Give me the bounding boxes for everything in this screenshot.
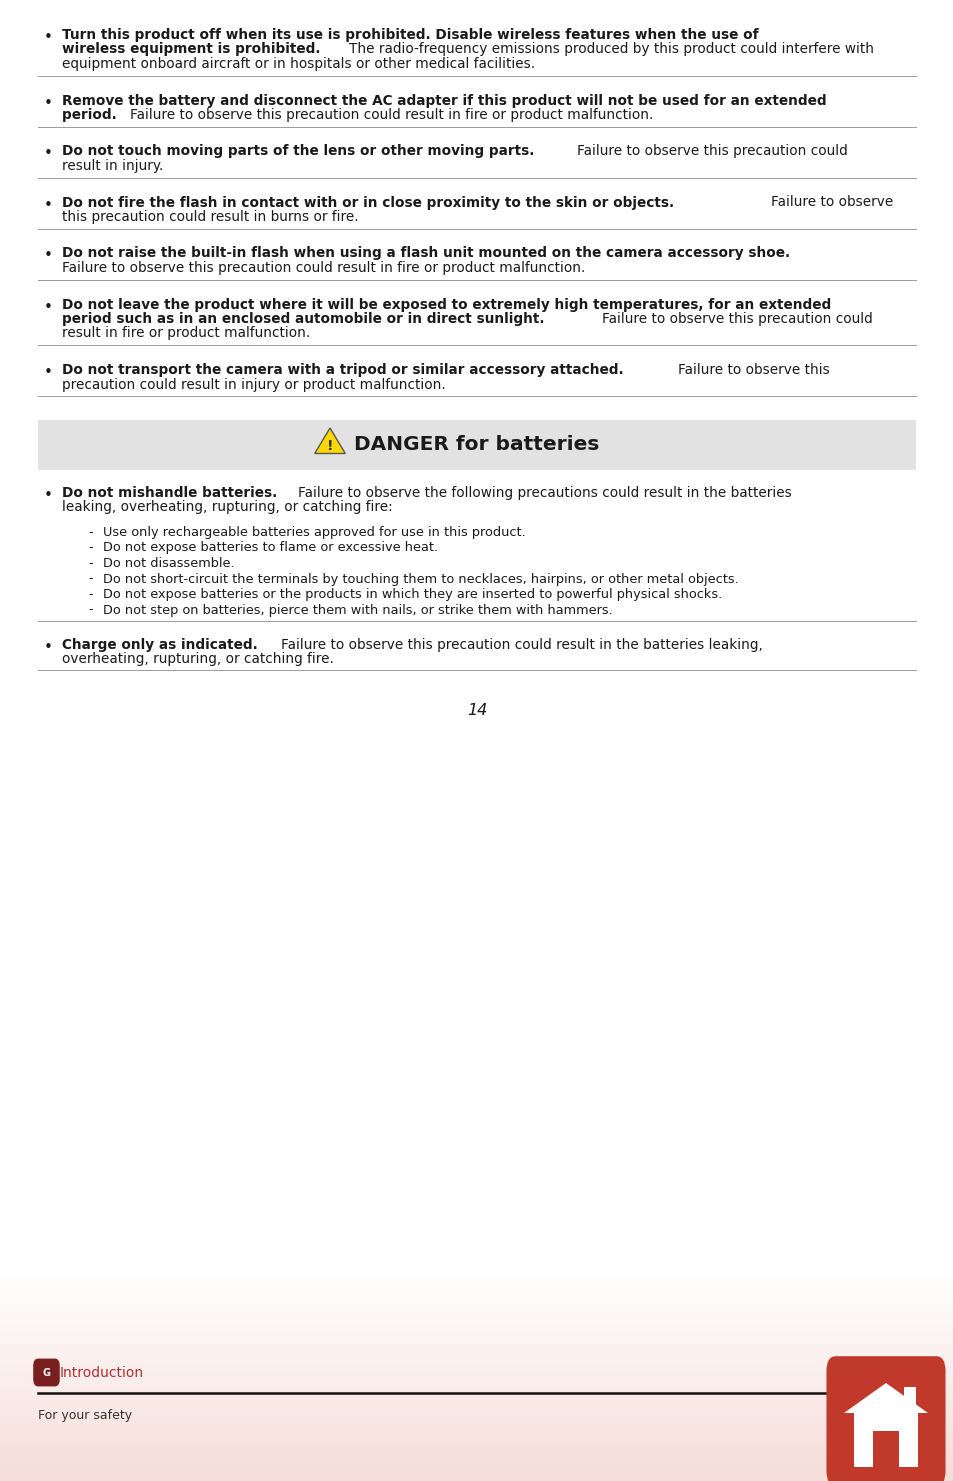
Text: For your safety: For your safety <box>38 1408 132 1422</box>
Text: Do not touch moving parts of the lens or other moving parts.: Do not touch moving parts of the lens or… <box>62 145 538 158</box>
Text: !: ! <box>327 438 333 453</box>
Text: precaution could result in injury or product malfunction.: precaution could result in injury or pro… <box>62 378 450 391</box>
Text: •: • <box>44 197 52 212</box>
Text: Do not step on batteries, pierce them with nails, or strike them with hammers.: Do not step on batteries, pierce them wi… <box>103 603 612 616</box>
Text: Do not leave the product where it will be exposed to extremely high temperatures: Do not leave the product where it will b… <box>62 298 835 311</box>
Text: Failure to observe this precaution could: Failure to observe this precaution could <box>601 312 877 326</box>
Polygon shape <box>843 1383 927 1413</box>
Text: Failure to observe this precaution could result in fire or product malfunction.: Failure to observe this precaution could… <box>62 261 589 275</box>
Text: Turn this product off when its use is prohibited. Disable wireless features when: Turn this product off when its use is pr… <box>62 28 762 41</box>
Text: Do not mishandle batteries.: Do not mishandle batteries. <box>62 486 282 501</box>
Text: Do not transport the camera with a tripod or similar accessory attached.: Do not transport the camera with a tripo… <box>62 363 628 378</box>
Text: -: - <box>88 542 92 554</box>
Text: The radio-frequency emissions produced by this product could interfere with: The radio-frequency emissions produced b… <box>349 43 878 56</box>
Bar <box>872 1431 898 1468</box>
Text: this precaution could result in burns or fire.: this precaution could result in burns or… <box>62 210 363 224</box>
Text: G: G <box>43 1367 51 1377</box>
Text: period such as in an enclosed automobile or in direct sunlight.: period such as in an enclosed automobile… <box>62 312 549 326</box>
Bar <box>0 0 953 1271</box>
Text: result in injury.: result in injury. <box>62 158 168 173</box>
Text: •: • <box>44 249 52 264</box>
FancyBboxPatch shape <box>33 1358 60 1386</box>
Text: •: • <box>44 95 52 111</box>
Text: •: • <box>44 364 52 381</box>
Text: Do not raise the built-in flash when using a flash unit mounted on the camera ac: Do not raise the built-in flash when usi… <box>62 246 794 261</box>
Polygon shape <box>314 428 345 453</box>
Text: Failure to observe this precaution could result in fire or product malfunction.: Failure to observe this precaution could… <box>130 108 657 121</box>
Bar <box>903 1388 915 1408</box>
Text: Remove the battery and disconnect the AC adapter if this product will not be use: Remove the battery and disconnect the AC… <box>62 93 830 108</box>
Text: -: - <box>88 526 92 539</box>
Text: •: • <box>44 489 52 504</box>
Text: Do not disassemble.: Do not disassemble. <box>103 557 234 570</box>
Text: Failure to observe this precaution could: Failure to observe this precaution could <box>577 145 851 158</box>
Text: Do not fire the flash in contact with or in close proximity to the skin or objec: Do not fire the flash in contact with or… <box>62 195 679 209</box>
Text: leaking, overheating, rupturing, or catching fire:: leaking, overheating, rupturing, or catc… <box>62 501 396 514</box>
Text: result in fire or product malfunction.: result in fire or product malfunction. <box>62 326 314 341</box>
Text: equipment onboard aircraft or in hospitals or other medical facilities.: equipment onboard aircraft or in hospita… <box>62 56 539 71</box>
Text: period.: period. <box>62 108 121 121</box>
Text: -: - <box>88 588 92 601</box>
Bar <box>38 421 915 469</box>
Text: Do not short-circuit the terminals by touching them to necklaces, hairpins, or o: Do not short-circuit the terminals by to… <box>103 573 738 585</box>
Text: •: • <box>44 640 52 655</box>
Text: overheating, rupturing, or catching fire.: overheating, rupturing, or catching fire… <box>62 653 338 666</box>
Text: wireless equipment is prohibited.: wireless equipment is prohibited. <box>62 43 325 56</box>
Text: Failure to observe this precaution could result in the batteries leaking,: Failure to observe this precaution could… <box>281 638 767 652</box>
FancyBboxPatch shape <box>825 1357 944 1481</box>
Text: 14: 14 <box>466 703 487 718</box>
Text: •: • <box>44 147 52 161</box>
Text: Do not expose batteries or the products in which they are inserted to powerful p: Do not expose batteries or the products … <box>103 588 721 601</box>
Text: Failure to observe: Failure to observe <box>770 195 897 209</box>
Text: •: • <box>44 30 52 44</box>
Text: Introduction: Introduction <box>60 1365 144 1380</box>
Text: Failure to observe the following precautions could result in the batteries: Failure to observe the following precaut… <box>298 486 796 501</box>
Text: DANGER for batteries: DANGER for batteries <box>354 435 598 455</box>
Text: -: - <box>88 557 92 570</box>
Text: Charge only as indicated.: Charge only as indicated. <box>62 638 262 652</box>
Text: Failure to observe this: Failure to observe this <box>678 363 833 378</box>
Text: •: • <box>44 299 52 314</box>
Text: Do not expose batteries to flame or excessive heat.: Do not expose batteries to flame or exce… <box>103 542 437 554</box>
Text: -: - <box>88 603 92 616</box>
Text: -: - <box>88 573 92 585</box>
Bar <box>853 1413 917 1468</box>
Text: Use only rechargeable batteries approved for use in this product.: Use only rechargeable batteries approved… <box>103 526 525 539</box>
